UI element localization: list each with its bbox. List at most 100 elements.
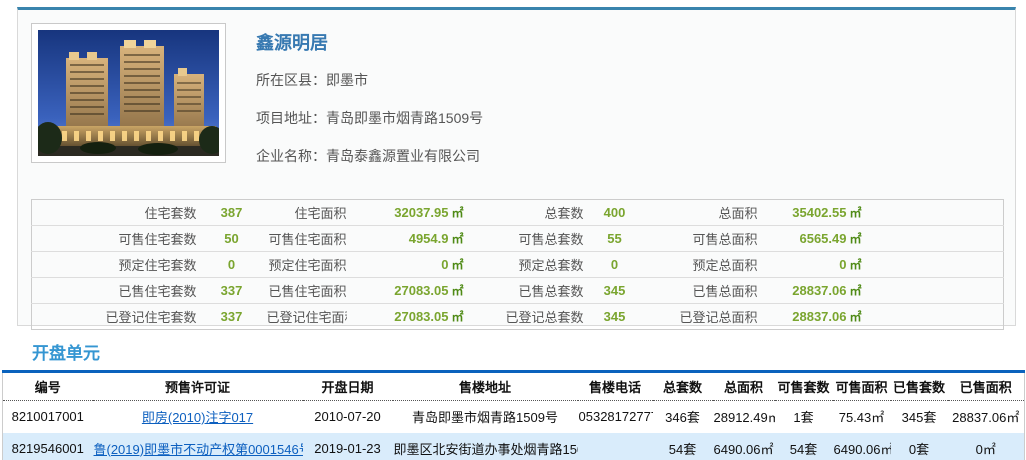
summary-label: 已售住宅面积 — [268, 284, 347, 299]
col-header-total-area: 总面积 — [712, 371, 775, 401]
summary-label: 已售总面积 — [692, 284, 758, 299]
square-meter-unit: ㎡ — [849, 284, 862, 298]
opening-units-table: 编号 预售许可证 开盘日期 售楼地址 售楼电话 总套数 总面积 可售套数 可售面… — [2, 370, 1025, 460]
project-company-line: 企业名称：青岛泰鑫源置业有限公司 — [256, 146, 483, 166]
summary-value: 0 — [227, 257, 236, 272]
district-value: 即墨市 — [326, 72, 368, 88]
address-label: 项目地址： — [256, 110, 326, 126]
total-area: 6490.06㎡ — [713, 441, 774, 457]
sales-address: 即墨区北安街道办事处烟青路1509号 — [393, 441, 578, 457]
section-title: 开盘单元 — [32, 344, 100, 363]
col-header-total-units: 总套数 — [652, 371, 713, 401]
summary-label: 可售住宅套数 — [118, 232, 197, 247]
sales-phone: 053281727777 — [578, 409, 653, 425]
square-meter-unit: ㎡ — [849, 258, 862, 272]
total-units: 346套 — [665, 410, 700, 426]
summary-label: 预定住宅面积 — [268, 258, 347, 273]
project-name: 鑫源明居 — [256, 33, 328, 53]
summary-label: 总面积 — [718, 206, 758, 221]
summary-value: 4954.9 — [408, 231, 449, 246]
summary-label: 预定住宅套数 — [118, 258, 197, 273]
project-info-panel: 鑫源明居 所在区县：即墨市 项目地址：青岛即墨市烟青路1509号 企业名称：青岛… — [17, 7, 1016, 330]
district-label: 所在区县： — [256, 72, 326, 88]
summary-label: 已售总套数 — [518, 284, 584, 299]
unit-id: 8219546001 — [11, 440, 84, 456]
col-header-address: 售楼地址 — [392, 371, 578, 401]
summary-label: 预定总套数 — [518, 258, 584, 273]
company-value: 青岛泰鑫源置业有限公司 — [326, 148, 480, 164]
summary-row-reserved: 预定住宅套数 0 预定住宅面积 0 ㎡ 预定总套数 0 预定总面积 0 ㎡ — [31, 252, 1004, 278]
sold-area: 28837.06㎡ — [952, 410, 1020, 426]
units-header-row: 编号 预售许可证 开盘日期 售楼地址 售楼电话 总套数 总面积 可售套数 可售面… — [2, 371, 1025, 401]
col-header-sold-units: 已售套数 — [890, 371, 948, 401]
summary-label: 可售住宅面积 — [268, 232, 347, 247]
summary-row-total-residential: 住宅套数 387 住宅面积 32037.95 ㎡ 总套数 400 总面积 3540… — [31, 200, 1004, 226]
square-meter-unit: ㎡ — [451, 258, 464, 272]
license-link[interactable]: 鲁(2019)即墨市不动产权第0001546号 — [93, 441, 303, 457]
summary-value: 35402.55 — [792, 205, 847, 220]
summary-label: 住宅套数 — [144, 206, 197, 221]
col-header-phone: 售楼电话 — [577, 371, 653, 401]
summary-label: 已登记住宅面积 — [266, 310, 347, 325]
summary-label: 可售总套数 — [518, 232, 584, 247]
summary-value: 0 — [610, 257, 619, 272]
project-header: 鑫源明居 所在区县：即墨市 项目地址：青岛即墨市烟青路1509号 企业名称：青岛… — [18, 10, 1015, 184]
project-photo — [38, 30, 219, 156]
project-district-line: 所在区县：即墨市 — [256, 70, 483, 90]
summary-label: 住宅面积 — [294, 206, 347, 221]
available-area: 6490.06㎡ — [833, 441, 891, 457]
col-header-sold-area: 已售面积 — [947, 371, 1025, 401]
square-meter-unit: ㎡ — [451, 206, 464, 220]
summary-value: 0 — [839, 257, 847, 272]
square-meter-unit: ㎡ — [451, 310, 464, 324]
summary-value: 55 — [607, 231, 622, 246]
summary-row-sold: 已售住宅套数 337 已售住宅面积 27083.05 ㎡ 已售总套数 345 已售… — [31, 278, 1004, 304]
available-units: 54套 — [789, 441, 818, 457]
summary-value: 345 — [603, 309, 626, 324]
square-meter-unit: ㎡ — [451, 232, 464, 246]
sold-units: 0套 — [908, 441, 930, 457]
opening-date: 2019-01-23 — [314, 440, 381, 456]
available-area: 75.43㎡ — [838, 410, 885, 426]
summary-table: 住宅套数 387 住宅面积 32037.95 ㎡ 总套数 400 总面积 3540… — [31, 199, 1004, 330]
sold-area: 0㎡ — [975, 441, 996, 457]
available-units: 1套 — [793, 410, 814, 426]
project-details: 鑫源明居 所在区县：即墨市 项目地址：青岛即墨市烟青路1509号 企业名称：青岛… — [256, 23, 483, 184]
summary-value: 28837.06 — [792, 283, 847, 298]
summary-value: 0 — [441, 257, 449, 272]
col-header-date: 开盘日期 — [302, 371, 393, 401]
total-units: 54套 — [668, 441, 697, 457]
license-link[interactable]: 即房(2010)注字017 — [141, 410, 254, 426]
sales-address: 青岛即墨市烟青路1509号 — [412, 410, 558, 426]
project-address-line: 项目地址：青岛即墨市烟青路1509号 — [256, 108, 483, 128]
summary-value: 345 — [603, 283, 626, 298]
opening-date: 2010-07-20 — [314, 409, 381, 425]
summary-value: 27083.05 — [394, 309, 449, 324]
summary-value: 6565.49 — [799, 231, 847, 246]
sold-units: 345套 — [901, 410, 937, 426]
summary-value: 337 — [220, 283, 243, 298]
summary-value: 400 — [603, 205, 626, 220]
summary-value: 337 — [220, 309, 243, 324]
summary-label: 已登记总面积 — [679, 310, 758, 325]
project-photo-frame — [31, 23, 226, 163]
square-meter-unit: ㎡ — [451, 284, 464, 298]
summary-label: 可售总面积 — [692, 232, 758, 247]
summary-value: 32037.95 — [394, 205, 449, 220]
square-meter-unit: ㎡ — [849, 310, 862, 324]
summary-label: 已登记住宅套数 — [105, 310, 197, 325]
summary-label: 已售住宅套数 — [118, 284, 197, 299]
summary-label: 总套数 — [544, 206, 584, 221]
col-header-license: 预售许可证 — [92, 371, 303, 401]
summary-row-available: 可售住宅套数 50 可售住宅面积 4954.9 ㎡ 可售总套数 55 可售总面积 … — [31, 226, 1004, 252]
summary-value: 387 — [220, 205, 243, 220]
summary-label: 预定总面积 — [692, 258, 758, 273]
unit-row: 8219546001 鲁(2019)即墨市不动产权第0001546号 2019-… — [2, 432, 1025, 460]
total-area: 28912.49㎡ — [713, 410, 775, 426]
address-value: 青岛即墨市烟青路1509号 — [326, 110, 484, 126]
summary-value: 28837.06 — [792, 309, 847, 324]
square-meter-unit: ㎡ — [849, 232, 862, 246]
opening-units-section: 开盘单元 编号 预售许可证 开盘日期 售楼地址 售楼电话 总套数 总面积 可售套… — [2, 339, 1025, 460]
col-header-id: 编号 — [2, 371, 93, 401]
